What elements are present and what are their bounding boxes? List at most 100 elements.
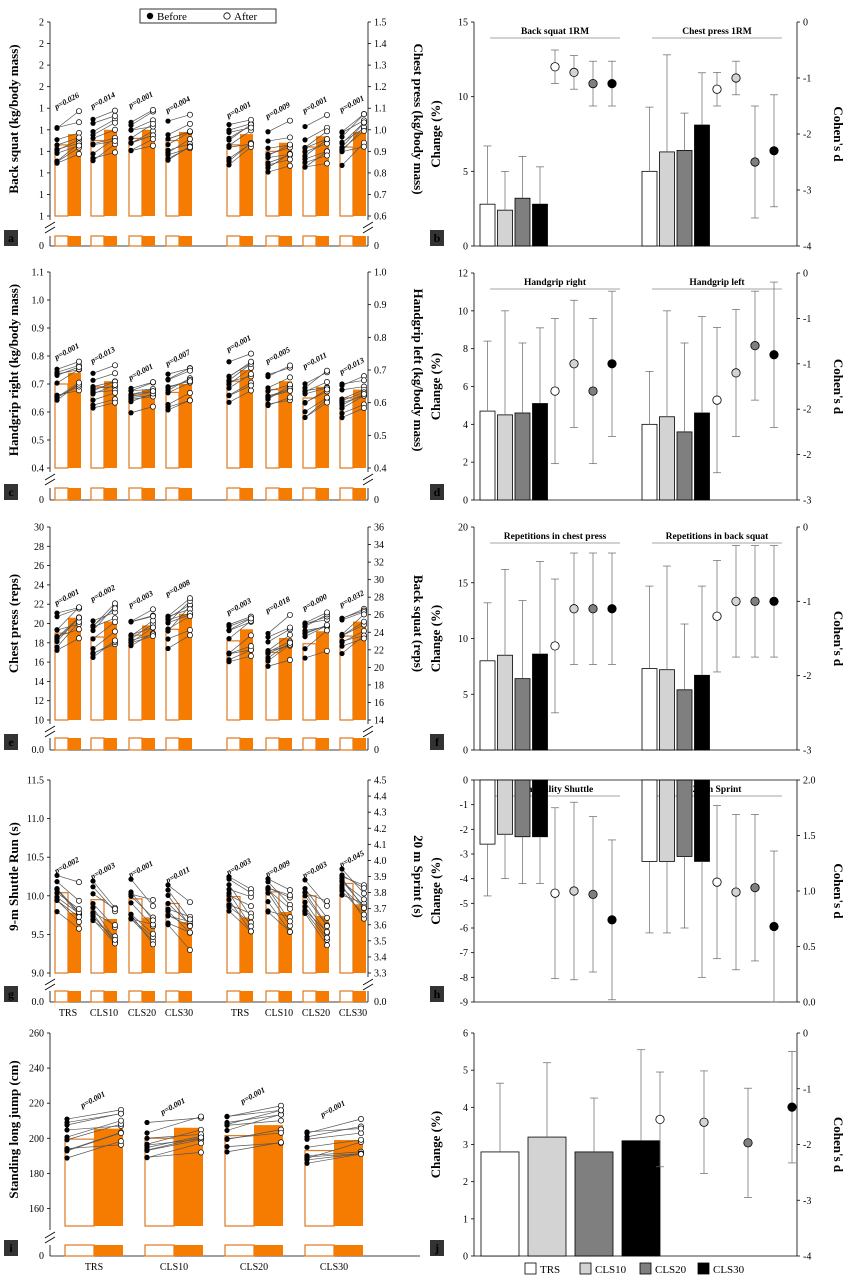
individual-line bbox=[92, 611, 116, 622]
p-value-label: p=0.003 bbox=[126, 589, 155, 610]
individual-line bbox=[341, 395, 365, 409]
bar-before-stub bbox=[64, 1244, 95, 1257]
before-point bbox=[128, 392, 134, 398]
change-bar bbox=[497, 414, 513, 501]
legend-after-marker bbox=[223, 12, 231, 20]
before-point bbox=[54, 627, 60, 633]
bar-after bbox=[68, 372, 81, 468]
after-point bbox=[76, 925, 82, 932]
before-point bbox=[226, 904, 232, 910]
change-bar bbox=[641, 423, 658, 501]
bar-before-stub bbox=[54, 235, 69, 247]
individual-line bbox=[56, 137, 80, 146]
individual-line bbox=[304, 381, 328, 392]
group-title: Back squat 1RM bbox=[521, 27, 589, 37]
after-point bbox=[76, 626, 82, 633]
axis-break-left bbox=[44, 226, 56, 234]
y-tick-label: 11.0 bbox=[27, 814, 44, 825]
y-tick-label: 18 bbox=[34, 638, 44, 649]
y-axis-right-label: Cohen's d bbox=[831, 1117, 846, 1173]
before-point bbox=[302, 400, 308, 406]
p-value-label: p=0.013 bbox=[337, 356, 366, 377]
after-point bbox=[76, 914, 82, 920]
before-point bbox=[128, 135, 134, 141]
individual-line bbox=[306, 1128, 362, 1133]
individual-line bbox=[167, 604, 191, 619]
before-point bbox=[226, 144, 232, 150]
after-point bbox=[150, 142, 156, 149]
panel-c: 0 0.4 0.5 0.6 0.7 0.8 0.9 1.0 1.1 0 0.4 0.5 0.6 0.7 0.… bbox=[4, 268, 426, 506]
legend-before-after: Before After bbox=[139, 8, 277, 24]
y-axis-right-label: 20 m Sprint (s) bbox=[411, 835, 426, 918]
y-right-tick-label: 3.6 bbox=[374, 920, 387, 931]
after-point bbox=[248, 371, 254, 377]
change-bar bbox=[480, 1151, 520, 1257]
y-right-tick-label: 3.9 bbox=[374, 872, 387, 883]
y-tick-label: 1 bbox=[39, 147, 44, 158]
after-point bbox=[248, 141, 254, 147]
individual-line bbox=[92, 398, 116, 406]
p-value-label: p=0.045 bbox=[337, 849, 366, 870]
before-point bbox=[265, 634, 271, 640]
y-right-tick-label-zero: 0.0 bbox=[374, 997, 387, 1008]
individual-line bbox=[306, 1126, 362, 1138]
y-axis-right-label: Cohen's d bbox=[831, 863, 846, 919]
panel-a: 0 1 1 1 1 1 1 2 2 2 2 0 0.6 0.7 0.8 0.9 1.0 1.1 1.2 1.3 1.4 1… bbox=[4, 18, 426, 252]
bar-before-stub bbox=[128, 990, 143, 1003]
individual-line bbox=[228, 375, 252, 382]
before-point bbox=[226, 882, 232, 888]
individual-line bbox=[146, 1142, 202, 1159]
before-point bbox=[128, 385, 134, 391]
before-point bbox=[54, 647, 60, 653]
bar-after-stub bbox=[279, 488, 292, 500]
individual-line bbox=[130, 634, 154, 641]
individual-line bbox=[341, 113, 365, 133]
x-tick-label: TRS bbox=[231, 1008, 249, 1019]
individual-line bbox=[304, 650, 328, 659]
after-point bbox=[278, 1139, 284, 1146]
after-point bbox=[287, 156, 293, 163]
panel-letter: j bbox=[434, 1241, 439, 1255]
individual-line bbox=[146, 1137, 202, 1151]
individual-line bbox=[304, 892, 328, 902]
individual-line bbox=[167, 634, 191, 649]
effect-size-point bbox=[750, 157, 760, 167]
before-point bbox=[226, 158, 232, 164]
after-point bbox=[150, 403, 156, 410]
bar-after-stub bbox=[142, 488, 155, 500]
panel-letter-box bbox=[4, 230, 18, 246]
before-point bbox=[90, 884, 96, 890]
p-value-label: p=0.003 bbox=[224, 596, 253, 617]
y-right-tick-label: 34 bbox=[374, 540, 384, 551]
individual-line bbox=[92, 129, 116, 139]
individual-line bbox=[130, 913, 154, 935]
y-axis-label: Change (%) bbox=[428, 605, 443, 673]
before-point bbox=[90, 627, 96, 634]
before-point bbox=[226, 897, 232, 903]
before-point bbox=[339, 398, 345, 404]
after-point bbox=[76, 364, 82, 370]
after-point bbox=[287, 374, 293, 381]
y-tick-label: -3 bbox=[460, 850, 468, 861]
before-point bbox=[54, 633, 60, 640]
y-right-tick-label: 1.0 bbox=[374, 268, 387, 279]
bar-after bbox=[316, 136, 329, 216]
y-tick-label: 4 bbox=[463, 420, 468, 431]
individual-line bbox=[92, 137, 116, 145]
y-right-tick-label: -2 bbox=[803, 450, 811, 461]
individual-line bbox=[304, 888, 328, 919]
individual-line bbox=[167, 914, 191, 927]
individual-line bbox=[306, 1139, 362, 1148]
individual-line bbox=[130, 615, 154, 623]
bar-after bbox=[179, 384, 192, 468]
bar-before-stub bbox=[165, 737, 180, 751]
y-right-tick-label: -4 bbox=[803, 242, 811, 253]
before-point bbox=[265, 385, 271, 391]
individual-line bbox=[167, 889, 191, 920]
individual-line bbox=[304, 163, 328, 168]
panel-letter: c bbox=[8, 485, 14, 499]
bar-after-stub bbox=[279, 236, 292, 246]
individual-line bbox=[304, 630, 328, 649]
before-point bbox=[128, 900, 134, 906]
